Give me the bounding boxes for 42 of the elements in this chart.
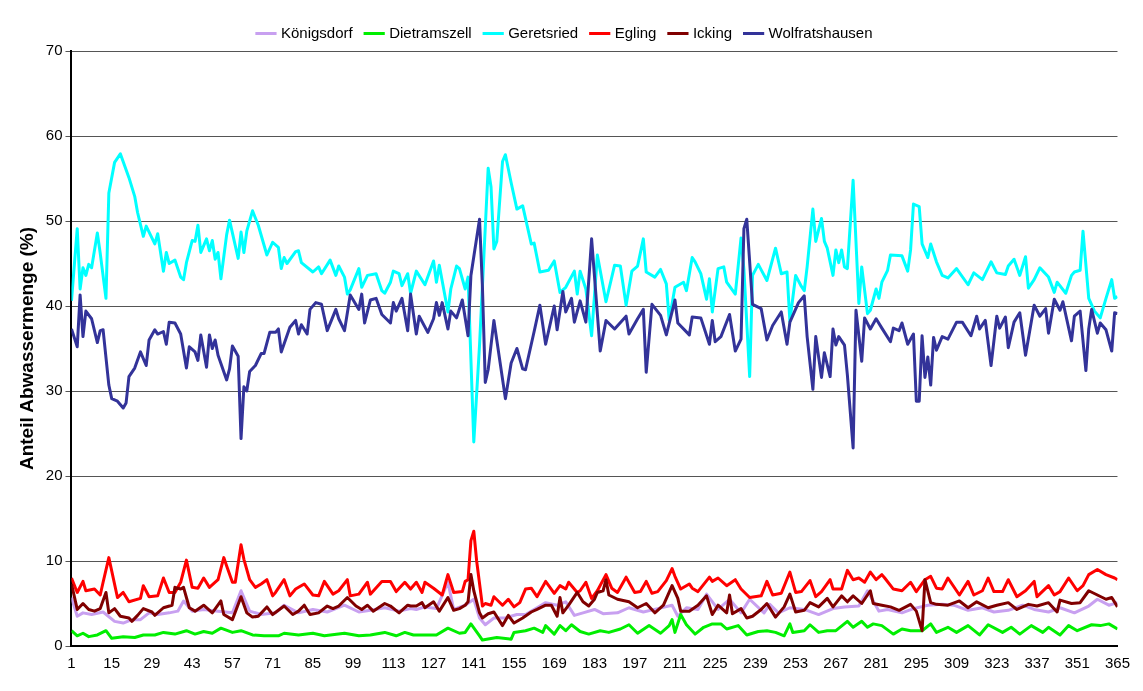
- x-tick-label: 155: [501, 654, 527, 672]
- x-tick-label: 71: [264, 654, 281, 672]
- x-tick-label: 281: [863, 654, 889, 672]
- x-tick-label: 15: [103, 654, 121, 672]
- x-tick-label: 253: [783, 654, 809, 672]
- x-tick-label: 337: [1024, 654, 1050, 672]
- x-tick-label: 99: [344, 654, 362, 672]
- x-tick-label: 183: [581, 654, 607, 672]
- x-tick-label: 169: [541, 654, 567, 672]
- x-tick-label: 85: [304, 654, 322, 672]
- x-tick-label: 239: [742, 654, 768, 672]
- y-tick-label: 30: [45, 381, 63, 399]
- x-tick-label: 43: [183, 654, 201, 672]
- legend-label: Icking: [692, 23, 733, 41]
- legend-label: Geretsried: [508, 23, 579, 41]
- y-tick-label: 60: [45, 126, 63, 144]
- y-tick-label: 70: [45, 41, 63, 59]
- x-tick-label: 267: [823, 654, 849, 672]
- x-tick-label: 295: [903, 654, 929, 672]
- legend-label: Königsdorf: [280, 23, 354, 41]
- x-tick-label: 225: [702, 654, 728, 672]
- x-tick-label: 1: [67, 654, 76, 672]
- x-tick-label: 127: [421, 654, 447, 672]
- y-tick-label: 50: [45, 211, 63, 229]
- x-tick-label: 113: [381, 654, 406, 672]
- x-tick-label: 309: [944, 654, 970, 672]
- x-tick-label: 197: [622, 654, 648, 672]
- x-tick-label: 323: [984, 654, 1010, 672]
- x-tick-label: 365: [1104, 654, 1130, 672]
- y-tick-label: 20: [45, 466, 63, 484]
- y-tick-label: 0: [54, 636, 63, 654]
- x-tick-label: 211: [662, 654, 687, 672]
- legend-label: Dietramszell: [389, 23, 472, 41]
- legend-label: Wolfratshausen: [768, 23, 873, 41]
- legend-label: Egling: [614, 23, 657, 41]
- x-tick-label: 29: [143, 654, 161, 672]
- y-tick-label: 40: [45, 296, 63, 314]
- x-tick-label: 57: [224, 654, 241, 672]
- x-tick-label: 141: [461, 654, 487, 672]
- x-tick-label: 351: [1064, 654, 1090, 672]
- y-axis-title: Anteil Abwassermenge (%): [15, 226, 37, 471]
- y-tick-label: 10: [45, 551, 63, 569]
